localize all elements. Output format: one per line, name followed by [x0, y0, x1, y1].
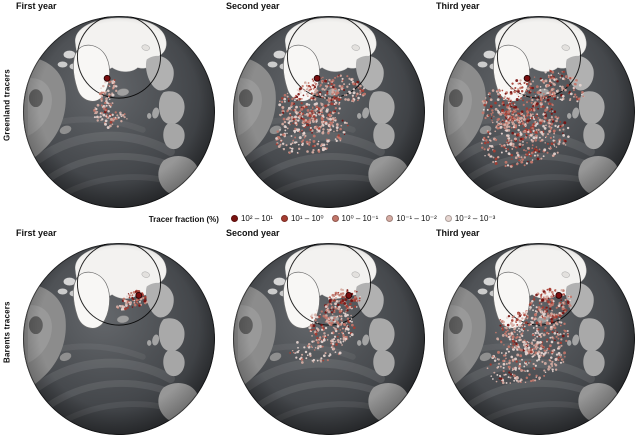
panel-title-second-year: Second year — [226, 228, 280, 238]
legend-entry-label: 10⁻² – 10⁻³ — [454, 214, 496, 223]
legend-entry: 10² – 10¹ — [230, 214, 273, 223]
legend-dot-icon — [386, 215, 394, 222]
legend-entry: 10¹ – 10⁰ — [280, 214, 324, 223]
panel-greenland-second-year: Second year — [224, 0, 434, 211]
globe-map-greenland-second-year — [230, 13, 428, 211]
globe-map-greenland-first-year — [20, 13, 218, 211]
panel-title-second-year: Second year — [226, 1, 280, 11]
legend-entries: 10² – 10¹ 10¹ – 10⁰ 10⁰ – 10⁻¹ 10⁻¹ – 10⁻² 1… — [223, 214, 495, 224]
legend-dot-icon — [331, 215, 339, 222]
legend-entry: 10⁰ – 10⁻¹ — [331, 214, 379, 223]
legend-dot-icon — [230, 215, 238, 222]
panel-title-first-year: First year — [16, 1, 57, 11]
row-panels: First year Second year Third year — [14, 227, 644, 438]
legend-entry: 10⁻¹ – 10⁻² — [386, 214, 437, 223]
panel-barents-third-year: Third year — [434, 227, 644, 438]
legend-entry-label: 10² – 10¹ — [240, 214, 273, 223]
legend-entry-label: 10⁰ – 10⁻¹ — [341, 214, 379, 223]
panel-title-first-year: First year — [16, 228, 57, 238]
panel-greenland-third-year: Third year — [434, 0, 644, 211]
globe-map-barents-first-year — [20, 240, 218, 438]
panel-barents-second-year: Second year — [224, 227, 434, 438]
legend-dot-icon — [444, 215, 452, 222]
row-label-barents-tracers: Barents tracers — [2, 301, 12, 364]
legend-entry-label: 10¹ – 10⁰ — [290, 214, 324, 223]
globe-map-greenland-third-year — [440, 13, 638, 211]
legend-title: Tracer fraction (%) — [148, 214, 219, 224]
row-barents-tracers: Barents tracers First year Second year T… — [0, 227, 644, 438]
row-panels: First year Second year Third year — [14, 0, 644, 211]
legend-entry: 10⁻² – 10⁻³ — [444, 214, 496, 223]
panel-title-third-year: Third year — [436, 1, 480, 11]
panel-greenland-first-year: First year — [14, 0, 224, 211]
row-label-greenland-tracers: Greenland tracers — [2, 69, 12, 142]
panel-barents-first-year: First year — [14, 227, 224, 438]
panel-title-third-year: Third year — [436, 228, 480, 238]
legend-dot-icon — [280, 215, 288, 222]
row-greenland-tracers: Greenland tracers First year Second year… — [0, 0, 644, 211]
globe-map-barents-third-year — [440, 240, 638, 438]
legend-entry-label: 10⁻¹ – 10⁻² — [396, 214, 437, 223]
tracer-fraction-legend: Tracer fraction (%) 10² – 10¹ 10¹ – 10⁰ 10… — [0, 211, 644, 227]
globe-map-barents-second-year — [230, 240, 428, 438]
